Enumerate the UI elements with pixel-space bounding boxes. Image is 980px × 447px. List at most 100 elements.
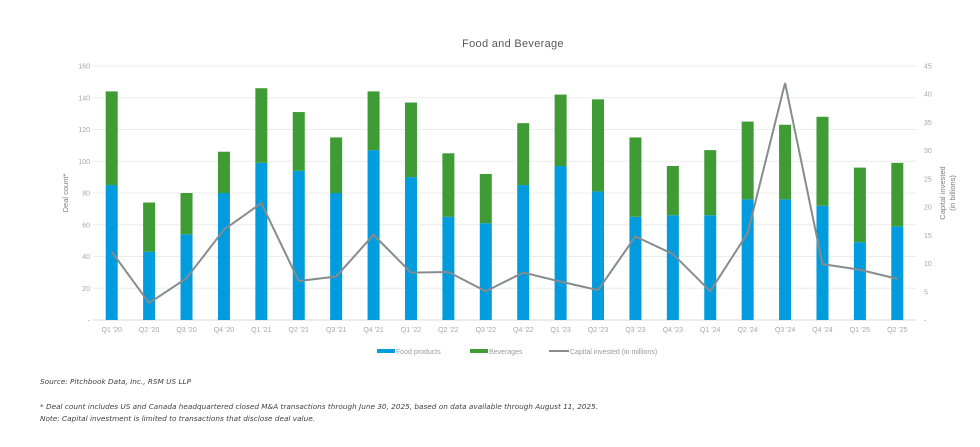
x-tick-label: Q2 '23 xyxy=(588,327,609,334)
capital-line xyxy=(110,82,898,305)
x-tick-label: Q4 '20 xyxy=(214,327,235,334)
bar-beverages xyxy=(779,124,792,200)
x-tick-label: Q2 '25 xyxy=(887,327,908,334)
bar-food-products xyxy=(554,166,567,320)
y2-tick-label: 15 xyxy=(924,233,932,240)
x-tick-label: Q4 '21 xyxy=(363,327,384,334)
bar-beverages xyxy=(217,151,230,193)
bar-beverages xyxy=(479,173,492,224)
bar-food-products xyxy=(853,242,866,320)
bar-beverages xyxy=(666,166,679,216)
y-tick-label: 120 xyxy=(78,127,90,134)
y-tick-label: 60 xyxy=(82,222,90,229)
food-beverage-chart: Food and Beverage -20406080100120140160 … xyxy=(61,38,957,356)
bar-beverages xyxy=(442,153,455,217)
x-tick-label: Q1 '21 xyxy=(251,327,272,334)
bar-beverages xyxy=(255,88,268,163)
capital-invested-line xyxy=(110,82,898,305)
x-tick-label: Q1 '22 xyxy=(401,327,422,334)
x-tick-label: Q4 '24 xyxy=(812,327,833,334)
x-tick-label: Q2 '20 xyxy=(139,327,160,334)
y-tick-label: 100 xyxy=(78,159,90,166)
y-tick-label: 20 xyxy=(82,286,90,293)
y-tick-label: 40 xyxy=(82,254,90,261)
bar-beverages xyxy=(330,137,343,193)
legend: Food products Beverages Capital invested (… xyxy=(377,349,657,356)
legend-swatch-food-products xyxy=(377,349,395,353)
bar-food-products xyxy=(891,226,904,320)
y2-tick-label: - xyxy=(924,318,927,325)
bar-beverages xyxy=(292,112,305,171)
left-axis-title: Deal count* xyxy=(61,174,70,213)
bar-food-products xyxy=(143,251,156,320)
y2-tick-label: 10 xyxy=(924,261,932,268)
y2-tick-label: 5 xyxy=(924,289,928,296)
x-tick-label: Q4 '23 xyxy=(663,327,684,334)
x-tick-label: Q3 '24 xyxy=(775,327,796,334)
bar-beverages xyxy=(143,202,156,252)
y2-tick-label: 40 xyxy=(924,92,932,99)
x-tick-label: Q1 '24 xyxy=(700,327,721,334)
y-tick-label: 160 xyxy=(78,64,90,71)
capital-footnote: Note: Capital investment is limited to t… xyxy=(40,414,316,423)
right-axis-title-line2: (in billions) xyxy=(948,175,957,211)
bar-beverages xyxy=(517,123,530,186)
x-tick-label: Q3 '22 xyxy=(476,327,497,334)
bar-food-products xyxy=(330,193,343,320)
bar-food-products xyxy=(629,216,642,320)
y2-tick-label: 30 xyxy=(924,148,932,155)
bars xyxy=(105,88,904,320)
y2-tick-label: 45 xyxy=(924,64,932,71)
right-axis-ticks: - 5 10 15 20 25 30 35 40 45 xyxy=(924,64,932,325)
bar-beverages xyxy=(891,162,904,227)
bar-beverages xyxy=(816,116,829,206)
x-tick-label: Q1 '20 xyxy=(102,327,123,334)
legend-swatch-beverages xyxy=(470,349,488,353)
x-tick-label: Q1 '23 xyxy=(550,327,571,334)
bar-beverages xyxy=(404,102,417,178)
x-tick-label: Q3 '23 xyxy=(625,327,646,334)
bar-beverages xyxy=(853,167,866,243)
y2-tick-label: 20 xyxy=(924,205,932,212)
x-tick-label: Q2 '24 xyxy=(737,327,758,334)
chart-title: Food and Beverage xyxy=(462,38,564,50)
bar-food-products xyxy=(217,193,230,320)
legend-label-beverages: Beverages xyxy=(489,349,523,356)
y2-tick-label: 35 xyxy=(924,120,932,127)
bar-food-products xyxy=(741,199,754,320)
bar-food-products xyxy=(404,177,417,320)
x-tick-label: Q1 '25 xyxy=(850,327,871,334)
y2-tick-label: 25 xyxy=(924,176,932,183)
bar-beverages xyxy=(105,91,118,186)
right-axis-title-line1: Capital invested xyxy=(938,166,947,219)
y-tick-label: 140 xyxy=(78,95,90,102)
bar-food-products xyxy=(442,216,455,320)
bar-beverages xyxy=(741,121,754,200)
bar-beverages xyxy=(704,150,717,216)
x-tick-label: Q2 '21 xyxy=(289,327,310,334)
bar-beverages xyxy=(629,137,642,217)
bar-food-products xyxy=(255,162,268,320)
bar-food-products xyxy=(704,215,717,320)
bar-food-products xyxy=(479,223,492,320)
bar-beverages xyxy=(180,193,193,235)
legend-label-food-products: Food products xyxy=(396,349,441,356)
x-tick-label: Q4 '22 xyxy=(513,327,534,334)
bar-beverages xyxy=(554,94,567,167)
bar-food-products xyxy=(666,215,679,320)
bar-food-products xyxy=(592,191,605,320)
bar-beverages xyxy=(592,99,605,192)
left-axis-ticks: - 20 40 60 80 100 120 140 160 xyxy=(78,64,90,325)
source-note: Source: Pitchbook Data, Inc., RSM US LLP xyxy=(40,377,191,386)
legend-label-capital-invested-in-millions: Capital invested (in millions) xyxy=(570,349,657,356)
x-tick-label: Q3 '20 xyxy=(176,327,197,334)
x-tick-label: Q3 '21 xyxy=(326,327,347,334)
bar-food-products xyxy=(517,185,530,320)
x-tick-label: Q2 '22 xyxy=(438,327,459,334)
bar-food-products xyxy=(292,170,305,320)
bar-beverages xyxy=(367,91,380,151)
y-tick-label: - xyxy=(88,318,91,325)
deal-count-footnote: * Deal count includes US and Canada head… xyxy=(40,402,598,411)
bar-food-products xyxy=(779,199,792,320)
y-tick-label: 80 xyxy=(82,191,90,198)
